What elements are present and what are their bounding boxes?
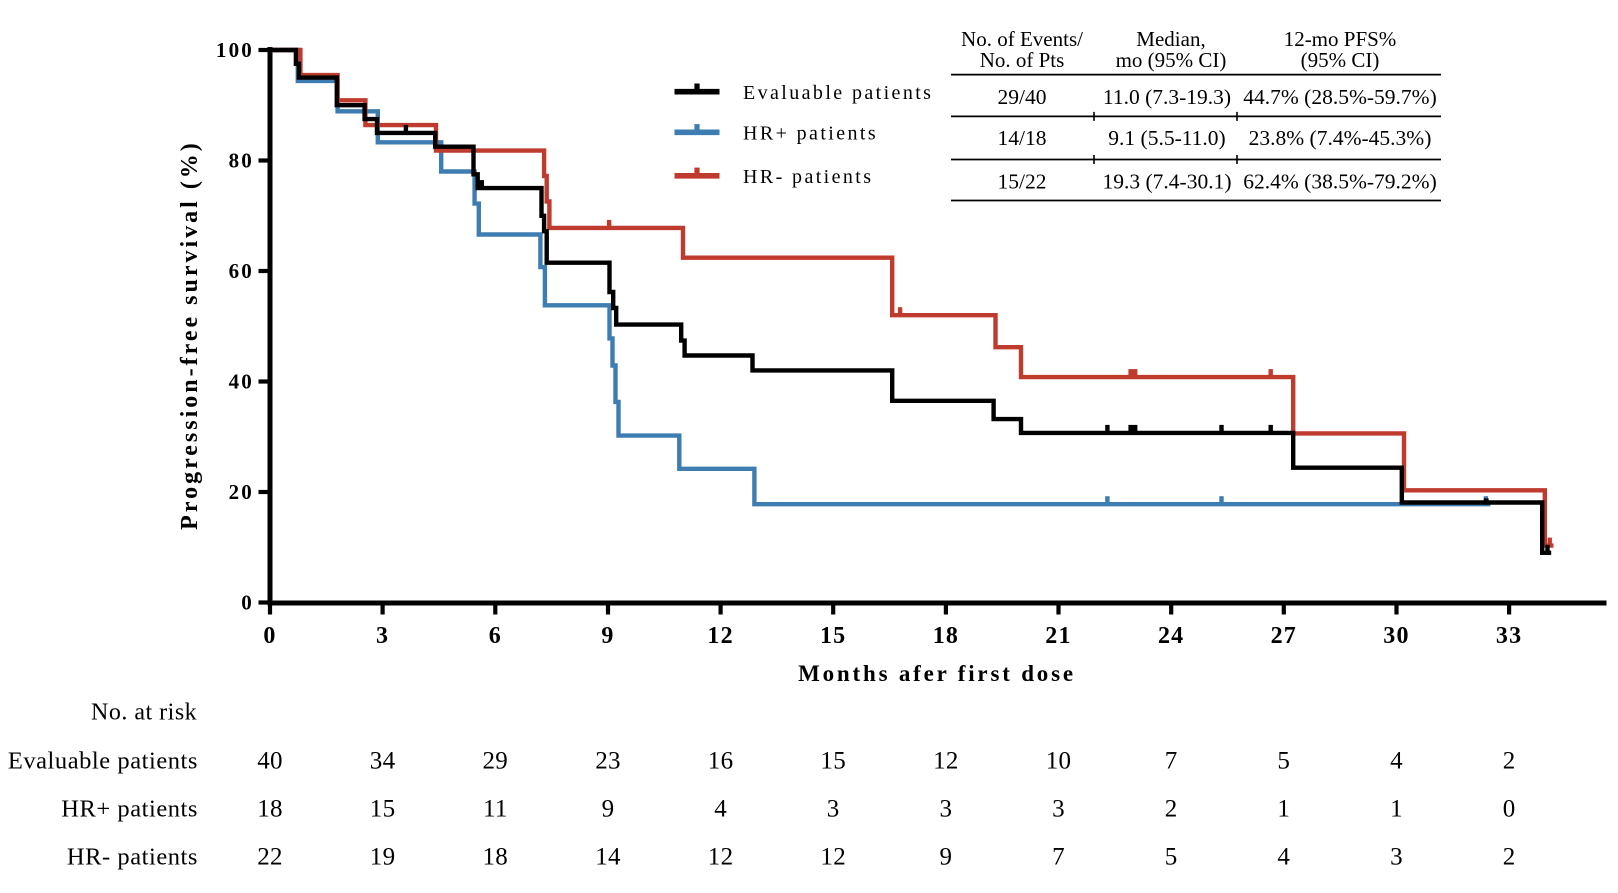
svg-text:23.8% (7.4%-45.3%): 23.8% (7.4%-45.3%): [1249, 126, 1432, 150]
svg-text:0: 0: [241, 591, 254, 615]
svg-text:11: 11: [483, 796, 508, 823]
svg-text:80: 80: [229, 149, 254, 173]
svg-text:40: 40: [257, 747, 283, 774]
svg-text:No. of Pts: No. of Pts: [980, 48, 1065, 72]
svg-text:19.3 (7.4-30.1): 19.3 (7.4-30.1): [1103, 170, 1232, 194]
svg-text:2: 2: [1503, 747, 1516, 774]
svg-text:12: 12: [707, 623, 733, 649]
svg-text:18: 18: [257, 796, 283, 823]
svg-text:HR+ patients: HR+ patients: [743, 123, 878, 145]
svg-text:HR- patients: HR- patients: [743, 166, 873, 188]
svg-text:15: 15: [370, 796, 396, 823]
svg-text:4: 4: [1390, 747, 1403, 774]
svg-text:Months afer first dose: Months afer first dose: [798, 661, 1076, 686]
svg-text:4: 4: [1277, 844, 1290, 871]
svg-text:29: 29: [482, 747, 508, 774]
svg-text:HR+ patients: HR+ patients: [61, 796, 198, 823]
svg-text:30: 30: [1383, 623, 1409, 649]
svg-text:2: 2: [1165, 796, 1178, 823]
svg-text:HR- patients: HR- patients: [67, 844, 198, 871]
svg-text:15/22: 15/22: [998, 170, 1047, 194]
svg-text:100: 100: [216, 38, 254, 62]
svg-text:18: 18: [933, 623, 959, 649]
svg-text:18: 18: [482, 844, 508, 871]
svg-text:44.7% (28.5%-59.7%): 44.7% (28.5%-59.7%): [1243, 85, 1436, 109]
svg-text:1: 1: [1390, 796, 1403, 823]
svg-text:(95% CI): (95% CI): [1301, 48, 1380, 72]
svg-text:12: 12: [820, 844, 846, 871]
svg-text:4: 4: [714, 796, 727, 823]
svg-text:2: 2: [1503, 844, 1516, 871]
svg-text:9: 9: [601, 623, 614, 649]
svg-text:1: 1: [1277, 796, 1290, 823]
svg-text:6: 6: [489, 623, 502, 649]
svg-text:21: 21: [1045, 623, 1071, 649]
svg-text:27: 27: [1271, 623, 1297, 649]
svg-text:12: 12: [708, 844, 734, 871]
svg-text:15: 15: [820, 747, 846, 774]
svg-text:Evaluable patients: Evaluable patients: [8, 747, 198, 774]
svg-text:Evaluable patients: Evaluable patients: [743, 82, 933, 104]
svg-text:11.0 (7.3-19.3): 11.0 (7.3-19.3): [1103, 85, 1231, 109]
svg-text:14/18: 14/18: [998, 126, 1047, 150]
svg-text:3: 3: [939, 796, 952, 823]
svg-text:No. at risk: No. at risk: [91, 699, 197, 725]
svg-text:20: 20: [229, 480, 254, 504]
svg-text:0: 0: [1503, 796, 1516, 823]
svg-text:0: 0: [263, 623, 276, 649]
svg-text:16: 16: [708, 747, 734, 774]
svg-text:34: 34: [370, 747, 396, 774]
svg-text:14: 14: [595, 844, 621, 871]
svg-text:5: 5: [1277, 747, 1290, 774]
svg-text:12-mo PFS%: 12-mo PFS%: [1284, 27, 1397, 51]
svg-text:9: 9: [602, 796, 615, 823]
svg-text:23: 23: [595, 747, 621, 774]
svg-text:3: 3: [1052, 796, 1065, 823]
svg-text:60: 60: [229, 259, 254, 283]
svg-text:10: 10: [1046, 747, 1072, 774]
svg-text:40: 40: [229, 370, 254, 394]
svg-text:3: 3: [827, 796, 840, 823]
svg-text:3: 3: [376, 623, 389, 649]
svg-text:33: 33: [1496, 623, 1522, 649]
svg-text:5: 5: [1165, 844, 1178, 871]
svg-text:29/40: 29/40: [998, 85, 1047, 109]
svg-text:7: 7: [1165, 747, 1178, 774]
svg-text:No. of Events/: No. of Events/: [961, 27, 1083, 51]
svg-text:62.4% (38.5%-79.2%): 62.4% (38.5%-79.2%): [1243, 170, 1436, 194]
svg-text:Progression-free survival (%): Progression-free survival (%): [177, 140, 203, 530]
svg-text:9.1 (5.5-11.0): 9.1 (5.5-11.0): [1108, 126, 1225, 150]
svg-text:12: 12: [933, 747, 959, 774]
svg-text:Median,: Median,: [1136, 27, 1205, 51]
svg-text:22: 22: [257, 844, 283, 871]
svg-text:mo (95% CI): mo (95% CI): [1116, 48, 1227, 72]
svg-text:9: 9: [939, 844, 952, 871]
svg-text:7: 7: [1052, 844, 1065, 871]
svg-text:19: 19: [370, 844, 396, 871]
svg-text:24: 24: [1158, 623, 1184, 649]
svg-text:15: 15: [820, 623, 846, 649]
svg-text:3: 3: [1390, 844, 1403, 871]
